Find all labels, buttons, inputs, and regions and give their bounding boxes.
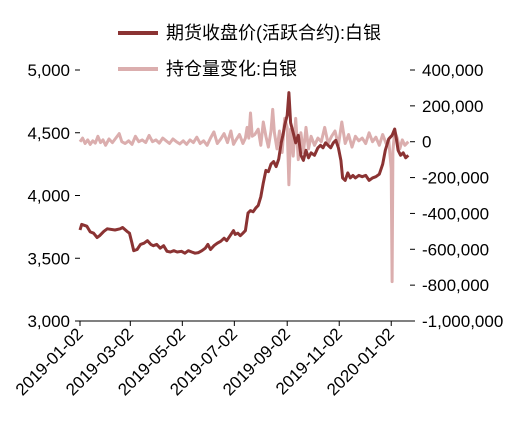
legend-label-price: 期货收盘价(活跃合约):白银 xyxy=(166,23,381,43)
right-y-tick-label: -200,000 xyxy=(422,169,489,188)
right-y-tick-label: -1,000,000 xyxy=(422,312,503,331)
legend-label-oi-change: 持仓量变化:白银 xyxy=(166,59,297,79)
right-y-tick-label: 400,000 xyxy=(422,61,483,80)
series-line-oi-change xyxy=(78,107,410,284)
series-layer xyxy=(78,91,410,284)
right-y-tick-label: -800,000 xyxy=(422,276,489,295)
left-y-tick-label: 4,000 xyxy=(27,187,70,206)
legend: 期货收盘价(活跃合约):白银 持仓量变化:白银 xyxy=(118,23,381,79)
axes: 3,000 3,500 4,000 4,500 5,000 -1,000,000 -800… xyxy=(12,61,503,399)
right-y-tick-label: 0 xyxy=(422,133,431,152)
left-y-tick-label: 4,500 xyxy=(27,124,70,143)
left-y-tick-label: 3,500 xyxy=(27,249,70,268)
left-y-tick-label: 5,000 xyxy=(27,61,70,80)
right-y-tick-label: -600,000 xyxy=(422,240,489,259)
left-y-tick-label: 3,000 xyxy=(27,312,70,331)
series-line-price xyxy=(78,91,410,255)
right-y-tick-label: -400,000 xyxy=(422,204,489,223)
x-axis: 2019-01-022019-03-022019-05-022019-07-02… xyxy=(12,321,398,399)
right-y-axis: -1,000,000 -800,000 -600,000 -400,000 -200,0… xyxy=(410,61,503,331)
left-y-axis: 3,000 3,500 4,000 4,500 5,000 xyxy=(27,61,80,331)
right-y-tick-label: 200,000 xyxy=(422,97,483,116)
